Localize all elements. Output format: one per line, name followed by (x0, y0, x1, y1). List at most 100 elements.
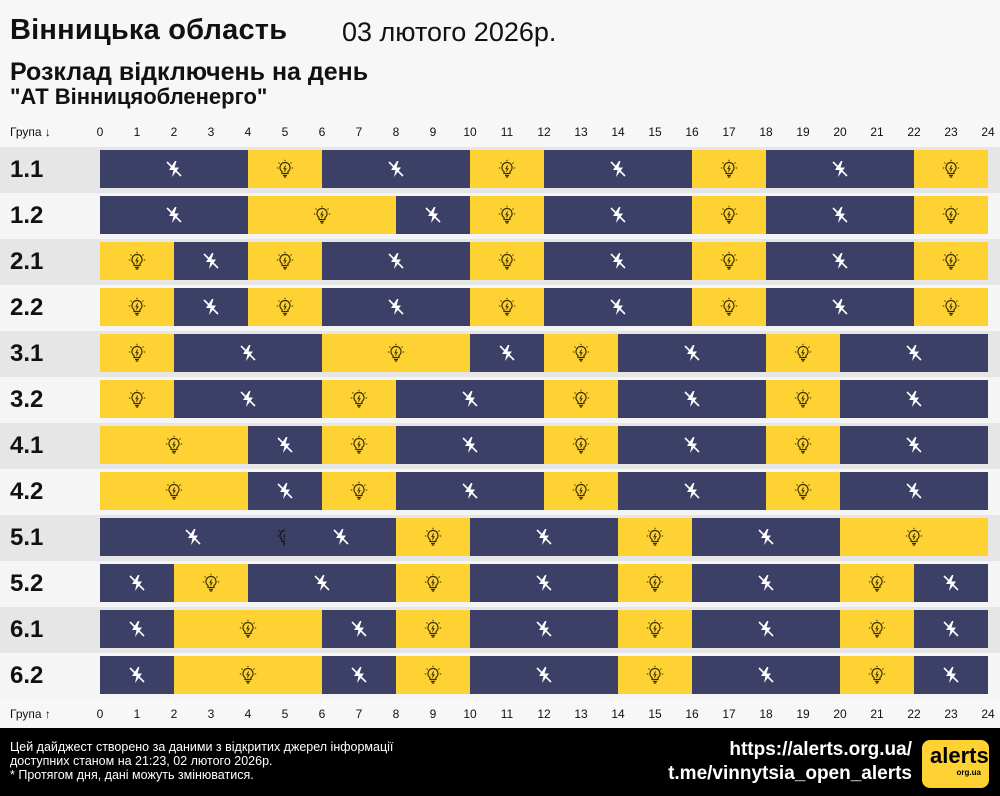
lightning-off-icon (756, 573, 776, 593)
power-on-segment (914, 242, 988, 280)
power-on-segment (322, 380, 396, 418)
lightbulb-icon (423, 527, 443, 547)
telegram-channel-link[interactable]: t.me/vinnytsia_open_alerts (668, 763, 912, 784)
top-hour-tick-5: 5 (281, 125, 289, 139)
lightning-off-icon (904, 435, 924, 455)
outage-segment (692, 518, 840, 556)
power-on-segment (692, 150, 766, 188)
lightning-off-icon (682, 435, 702, 455)
bottom-hour-tick-0: 0 (96, 707, 104, 721)
outage-segment (285, 518, 396, 556)
outage-segment (544, 150, 692, 188)
lightbulb-icon (238, 665, 258, 685)
outage-segment (618, 334, 766, 372)
outage-segment (174, 380, 322, 418)
power-on-segment (100, 242, 174, 280)
power-on-segment (544, 334, 618, 372)
outage-segment (544, 242, 692, 280)
outage-segment (396, 380, 544, 418)
top-hour-tick-17: 17 (722, 125, 736, 139)
lightbulb-icon (719, 251, 739, 271)
outage-segment (322, 150, 470, 188)
lightning-off-icon (904, 481, 924, 501)
bottom-hour-tick-8: 8 (392, 707, 400, 721)
outage-segment (322, 242, 470, 280)
lightning-off-icon (830, 251, 850, 271)
top-hour-tick-22: 22 (907, 125, 921, 139)
lightning-off-icon (460, 435, 480, 455)
power-on-segment (174, 656, 322, 694)
lightning-off-icon (349, 665, 369, 685)
lightbulb-icon (127, 343, 147, 363)
outage-segment (174, 242, 248, 280)
bottom-hour-tick-11: 11 (500, 707, 514, 721)
lightbulb-icon (497, 251, 517, 271)
lightbulb-icon (275, 251, 295, 271)
lightning-off-icon (682, 389, 702, 409)
lightning-off-icon (164, 159, 184, 179)
lightbulb-icon (497, 159, 517, 179)
outage-segment (470, 564, 618, 602)
lightbulb-icon (127, 389, 147, 409)
outage-segment (248, 564, 396, 602)
lightning-off-icon (534, 619, 554, 639)
lightning-off-icon (349, 619, 369, 639)
outage-segment (100, 150, 248, 188)
lightning-off-icon (423, 205, 443, 225)
outage-segment (840, 472, 988, 510)
lightning-off-icon (534, 573, 554, 593)
lightning-off-icon (460, 481, 480, 501)
power-on-segment (766, 426, 840, 464)
lightning-off-icon (756, 665, 776, 685)
bottom-hour-tick-22: 22 (907, 707, 921, 721)
group-axis-label-bottom: Група ↑ (10, 707, 51, 721)
power-on-segment (174, 564, 248, 602)
lightbulb-icon (645, 665, 665, 685)
footer (0, 728, 1000, 796)
top-hour-tick-3: 3 (207, 125, 215, 139)
lightning-off-icon (238, 389, 258, 409)
lightbulb-icon (719, 205, 739, 225)
bottom-hour-tick-23: 23 (944, 707, 958, 721)
alerts-website-link[interactable]: https://alerts.org.ua/ (729, 739, 912, 760)
bottom-hour-tick-3: 3 (207, 707, 215, 721)
power-on-segment (248, 196, 396, 234)
power-on-segment (322, 334, 470, 372)
top-hour-tick-20: 20 (833, 125, 847, 139)
power-on-segment (396, 610, 470, 648)
power-on-segment (248, 242, 322, 280)
bottom-hour-tick-13: 13 (574, 707, 588, 721)
power-on-segment (100, 472, 248, 510)
outage-segment (840, 380, 988, 418)
footer-note-line-3: * Протягом дня, дані можуть змінюватися. (10, 768, 254, 782)
footer-note-line-1: Цей дайджест створено за даними з відкри… (10, 740, 394, 754)
power-on-segment (100, 334, 174, 372)
alerts-logo[interactable]: alerts org.ua (922, 740, 989, 788)
power-on-segment (470, 196, 544, 234)
schedule-date: 03 лютого 2026р. (342, 17, 557, 47)
lightning-off-icon (275, 481, 295, 501)
top-hour-tick-9: 9 (429, 125, 437, 139)
lightning-off-icon (608, 205, 628, 225)
power-on-segment (692, 288, 766, 326)
group-label: 1.1 (10, 156, 44, 183)
power-on-segment (692, 196, 766, 234)
lightbulb-icon (423, 573, 443, 593)
lightning-off-icon (238, 343, 258, 363)
power-on-segment (766, 380, 840, 418)
lightning-off-icon (164, 205, 184, 225)
group-label: 4.1 (10, 432, 44, 459)
outage-segment (396, 196, 470, 234)
lightbulb-icon (312, 205, 332, 225)
bottom-hour-tick-18: 18 (759, 707, 773, 721)
lightbulb-icon (238, 619, 258, 639)
lightbulb-icon (793, 481, 813, 501)
schedule-subtitle: Розклад відключень на день (10, 58, 369, 86)
lightbulb-icon (497, 297, 517, 317)
group-label: 2.1 (10, 248, 44, 275)
bottom-hour-tick-14: 14 (611, 707, 625, 721)
outage-segment (766, 196, 914, 234)
group-label: 3.1 (10, 340, 44, 367)
power-on-segment (914, 150, 988, 188)
lightning-off-icon (497, 343, 517, 363)
